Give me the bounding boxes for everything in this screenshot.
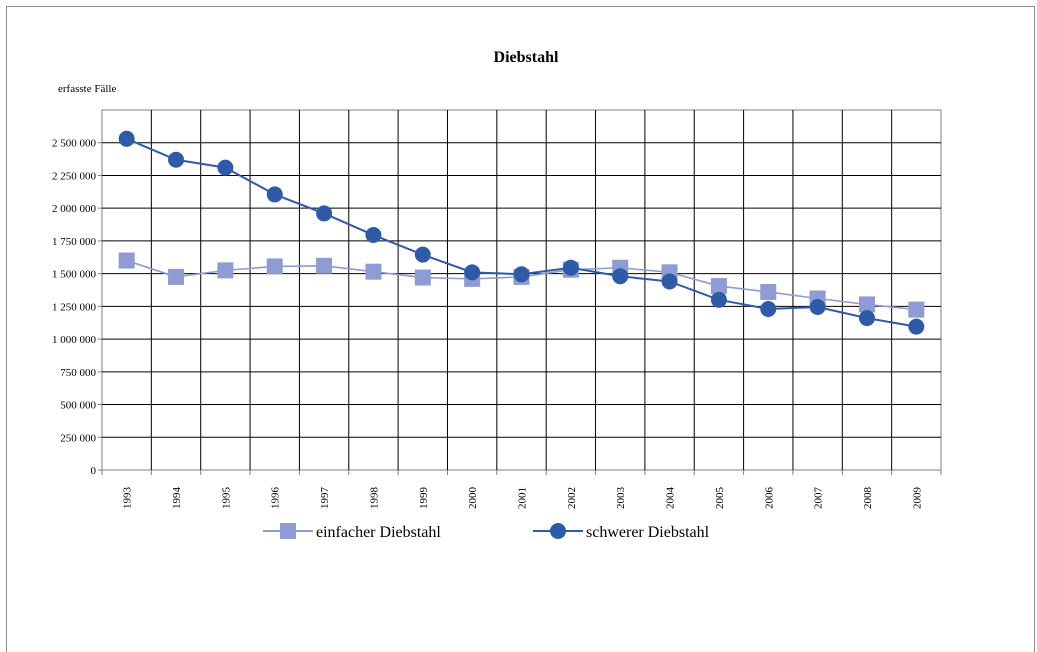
x-tick-label: 1999 [418, 487, 430, 510]
y-tick-label: 750 000 [60, 367, 96, 379]
data-point [612, 268, 629, 285]
y-tick-label: 0 [91, 465, 97, 477]
x-tick-label: 2009 [911, 487, 923, 510]
x-tick-label: 2004 [665, 487, 677, 510]
data-point [809, 299, 826, 316]
data-point [217, 159, 234, 176]
legend-label: einfacher Diebstahl [316, 524, 441, 541]
x-tick-label: 2005 [714, 487, 726, 510]
data-point [365, 227, 382, 244]
series-layer [118, 130, 925, 335]
y-tick-label: 1 500 000 [52, 269, 97, 281]
x-tick-label: 1994 [171, 487, 183, 510]
legend-marker [550, 523, 566, 539]
plot-area [101, 109, 942, 471]
data-point [908, 318, 925, 335]
data-point [908, 301, 925, 318]
data-point [710, 278, 727, 295]
y-tick-label: 2 250 000 [52, 170, 97, 182]
data-point [562, 259, 579, 276]
y-tick-label: 2 000 000 [52, 203, 97, 215]
x-tick-label: 1993 [122, 487, 134, 510]
data-point [168, 268, 185, 285]
legend: einfacher Diebstahl schwerer Diebstahl [263, 523, 710, 541]
legend-item-2: schwerer Diebstahl [533, 523, 710, 541]
x-tick-label: 2006 [763, 487, 775, 510]
data-point [118, 130, 135, 147]
data-point [266, 258, 283, 275]
legend-item-1: einfacher Diebstahl [263, 523, 441, 541]
data-point [760, 283, 777, 300]
y-tick-label: 1 000 000 [52, 334, 97, 346]
chart-title: Diebstahl [494, 49, 559, 66]
legend-marker [280, 523, 296, 539]
data-point [513, 266, 530, 283]
data-point [414, 269, 431, 286]
x-tick-label: 2002 [566, 487, 578, 509]
data-point [118, 252, 135, 269]
data-point [414, 246, 431, 263]
y-axis-ticks: 0 250 000 500 000 750 000 1 000 000 1 250 000… [52, 138, 102, 477]
data-point [266, 186, 283, 203]
data-point [661, 273, 678, 290]
data-point [316, 257, 333, 274]
x-tick-label: 1998 [368, 487, 380, 510]
data-point [760, 300, 777, 317]
chart-frame [6, 6, 1035, 652]
x-tick-label: 1997 [319, 487, 331, 510]
data-point [365, 263, 382, 280]
x-tick-label: 1996 [270, 487, 282, 510]
y-tick-label: 1 250 000 [52, 301, 97, 313]
x-tick-label: 2000 [467, 487, 479, 510]
series-2 [118, 130, 925, 335]
y-tick-label: 250 000 [60, 432, 96, 444]
data-point [464, 264, 481, 281]
data-point [858, 310, 875, 327]
x-tick-label: 1995 [220, 487, 232, 510]
data-point [217, 262, 234, 279]
legend-label: schwerer Diebstahl [586, 524, 710, 541]
x-tick-label: 2001 [517, 487, 529, 509]
y-tick-label: 1 750 000 [52, 236, 97, 248]
y-tick-label: 500 000 [60, 400, 96, 412]
x-tick-label: 2008 [862, 487, 874, 510]
y-axis-label: erfasste Fälle [58, 83, 116, 95]
data-point [168, 151, 185, 168]
data-point [858, 296, 875, 313]
x-axis-ticks: 1993 1994 1995 1996 1997 1998 1999 2000 2001 2002… [101, 470, 942, 510]
data-point [710, 291, 727, 308]
data-point [316, 205, 333, 222]
x-tick-label: 2003 [615, 487, 627, 510]
y-tick-label: 2 500 000 [52, 138, 97, 150]
x-tick-label: 2007 [813, 487, 825, 510]
